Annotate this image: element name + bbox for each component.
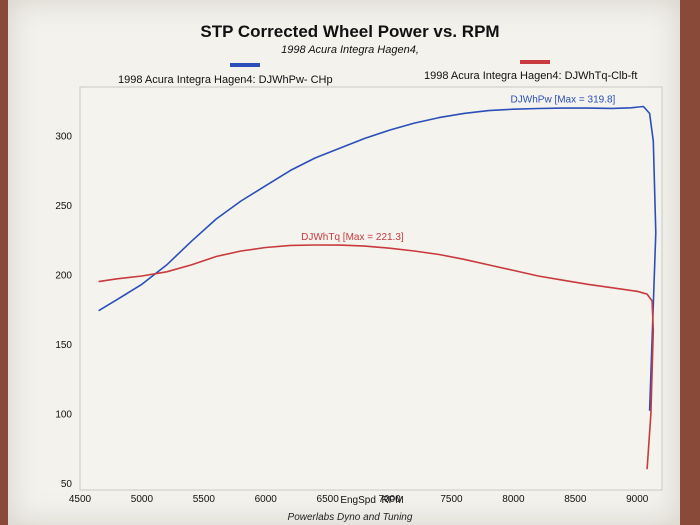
y-tick-label: 100 [55,410,72,421]
torque-max-annotation: DJWhTq [Max = 221.3] [301,232,404,243]
x-tick-label: 5500 [193,494,216,505]
x-tick-label: 7000 [378,494,401,505]
x-tick-label: 6000 [255,494,278,505]
legend-swatch-torque [520,60,550,64]
y-tick-label: 250 [55,201,72,212]
legend-swatch-power [230,63,260,67]
x-tick-label: 8500 [564,494,587,505]
y-tick-label: 50 [61,479,73,490]
power-series-line [98,105,657,411]
torque-series-line [98,244,655,470]
y-tick-label: 200 [55,271,72,282]
x-tick-label: 6500 [317,494,340,505]
power-max-annotation: DJWhPw [Max = 319.8] [511,94,616,105]
x-tick-label: 8000 [502,494,525,505]
x-tick-label: 5000 [131,494,154,505]
chart-subtitle: 1998 Acura Integra Hagen4, [281,44,419,56]
y-tick-label: 300 [55,132,72,143]
chart-title: STP Corrected Wheel Power vs. RPM [200,22,500,41]
x-tick-label: 9000 [626,494,649,505]
y-tick-label: 150 [55,340,72,351]
x-tick-label: 4500 [69,494,92,505]
x-axis-label: EngSpd RPM [340,495,403,506]
legend-label-power: 1998 Acura Integra Hagen4: DJWhPw- CHp [118,74,333,86]
x-tick-label: 7500 [440,494,463,505]
footer-text: Powerlabs Dyno and Tuning [287,512,413,523]
legend-label-torque: 1998 Acura Integra Hagen4: DJWhTq-Clb-ft [424,70,638,82]
plot-area [79,86,663,491]
